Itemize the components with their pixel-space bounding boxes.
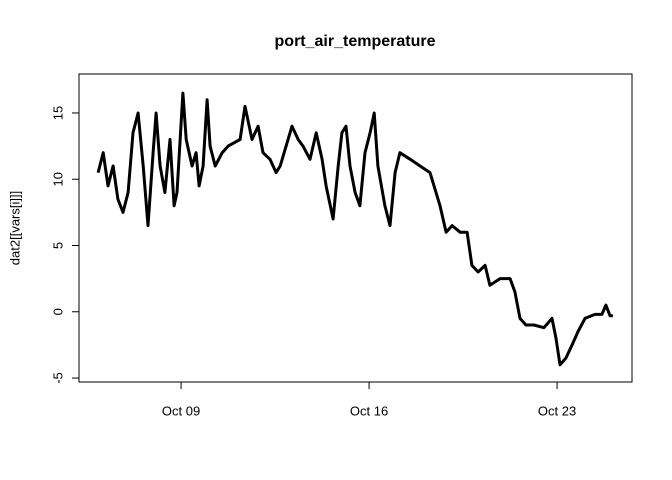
y-tick-label: 0 bbox=[50, 308, 65, 315]
data-line bbox=[96, 91, 613, 367]
x-tick-label: Oct 16 bbox=[350, 403, 388, 418]
y-tick-label: 15 bbox=[50, 106, 65, 120]
y-tick-label: 10 bbox=[50, 172, 65, 186]
y-tick-label: -5 bbox=[50, 372, 65, 384]
y-tick-label: 5 bbox=[50, 242, 65, 249]
chart-title: port_air_temperature bbox=[275, 33, 436, 50]
plot-box bbox=[78, 73, 633, 383]
x-tick-label: Oct 23 bbox=[538, 403, 576, 418]
y-axis-label: dat2[[vars[i]]] bbox=[7, 191, 22, 265]
x-tick-label: Oct 09 bbox=[162, 403, 200, 418]
